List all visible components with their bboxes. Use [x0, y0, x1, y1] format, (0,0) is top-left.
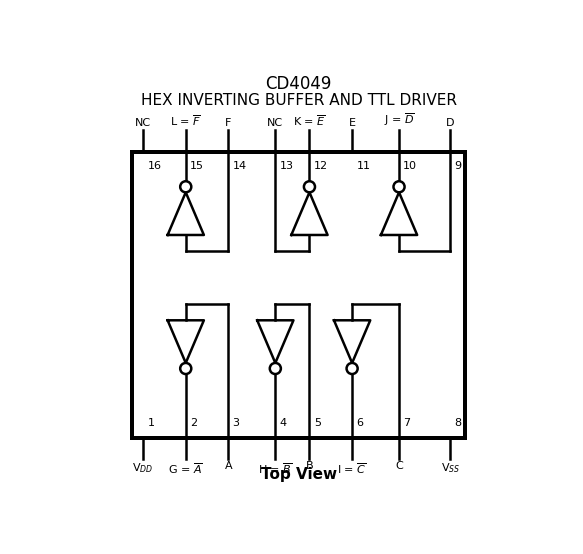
Bar	[132, 152, 465, 438]
Circle shape	[270, 363, 281, 374]
Text: 9: 9	[455, 161, 462, 171]
Circle shape	[304, 181, 315, 192]
Text: 16: 16	[147, 161, 161, 171]
Text: 4: 4	[280, 418, 287, 428]
Text: B: B	[305, 461, 313, 471]
Text: 10: 10	[403, 161, 417, 171]
Text: L = $\overline{F}$: L = $\overline{F}$	[170, 113, 201, 128]
Text: H = $\overline{B}$: H = $\overline{B}$	[258, 461, 293, 476]
Text: 5: 5	[314, 418, 321, 428]
Text: 7: 7	[403, 418, 410, 428]
Text: A: A	[224, 461, 232, 471]
Text: 3: 3	[233, 418, 240, 428]
Circle shape	[180, 181, 191, 192]
Circle shape	[394, 181, 405, 192]
Text: NC: NC	[267, 118, 283, 128]
Text: G = $\overline{A}$: G = $\overline{A}$	[168, 461, 203, 476]
Circle shape	[346, 363, 357, 374]
Text: C: C	[395, 461, 403, 471]
Text: NC: NC	[135, 118, 151, 128]
Text: 12: 12	[314, 161, 328, 171]
Text: J = $\overline{D}$: J = $\overline{D}$	[384, 111, 415, 128]
Text: D: D	[446, 118, 455, 128]
Text: 15: 15	[190, 161, 204, 171]
Text: CD4049: CD4049	[266, 75, 332, 93]
Text: 14: 14	[233, 161, 247, 171]
Text: 8: 8	[455, 418, 462, 428]
Text: K = $\overline{E}$: K = $\overline{E}$	[293, 113, 326, 128]
Text: HEX INVERTING BUFFER AND TTL DRIVER: HEX INVERTING BUFFER AND TTL DRIVER	[141, 93, 457, 108]
Text: I = $\overline{C}$: I = $\overline{C}$	[338, 461, 367, 476]
Text: V$_{DD}$: V$_{DD}$	[132, 461, 154, 475]
Text: Top View: Top View	[261, 467, 337, 482]
Text: E: E	[349, 118, 356, 128]
Text: F: F	[225, 118, 231, 128]
Circle shape	[180, 363, 191, 374]
Text: 6: 6	[356, 418, 363, 428]
Text: 11: 11	[356, 161, 370, 171]
Text: 13: 13	[280, 161, 294, 171]
Text: 2: 2	[190, 418, 197, 428]
Text: V$_{SS}$: V$_{SS}$	[441, 461, 460, 475]
Text: 1: 1	[147, 418, 154, 428]
